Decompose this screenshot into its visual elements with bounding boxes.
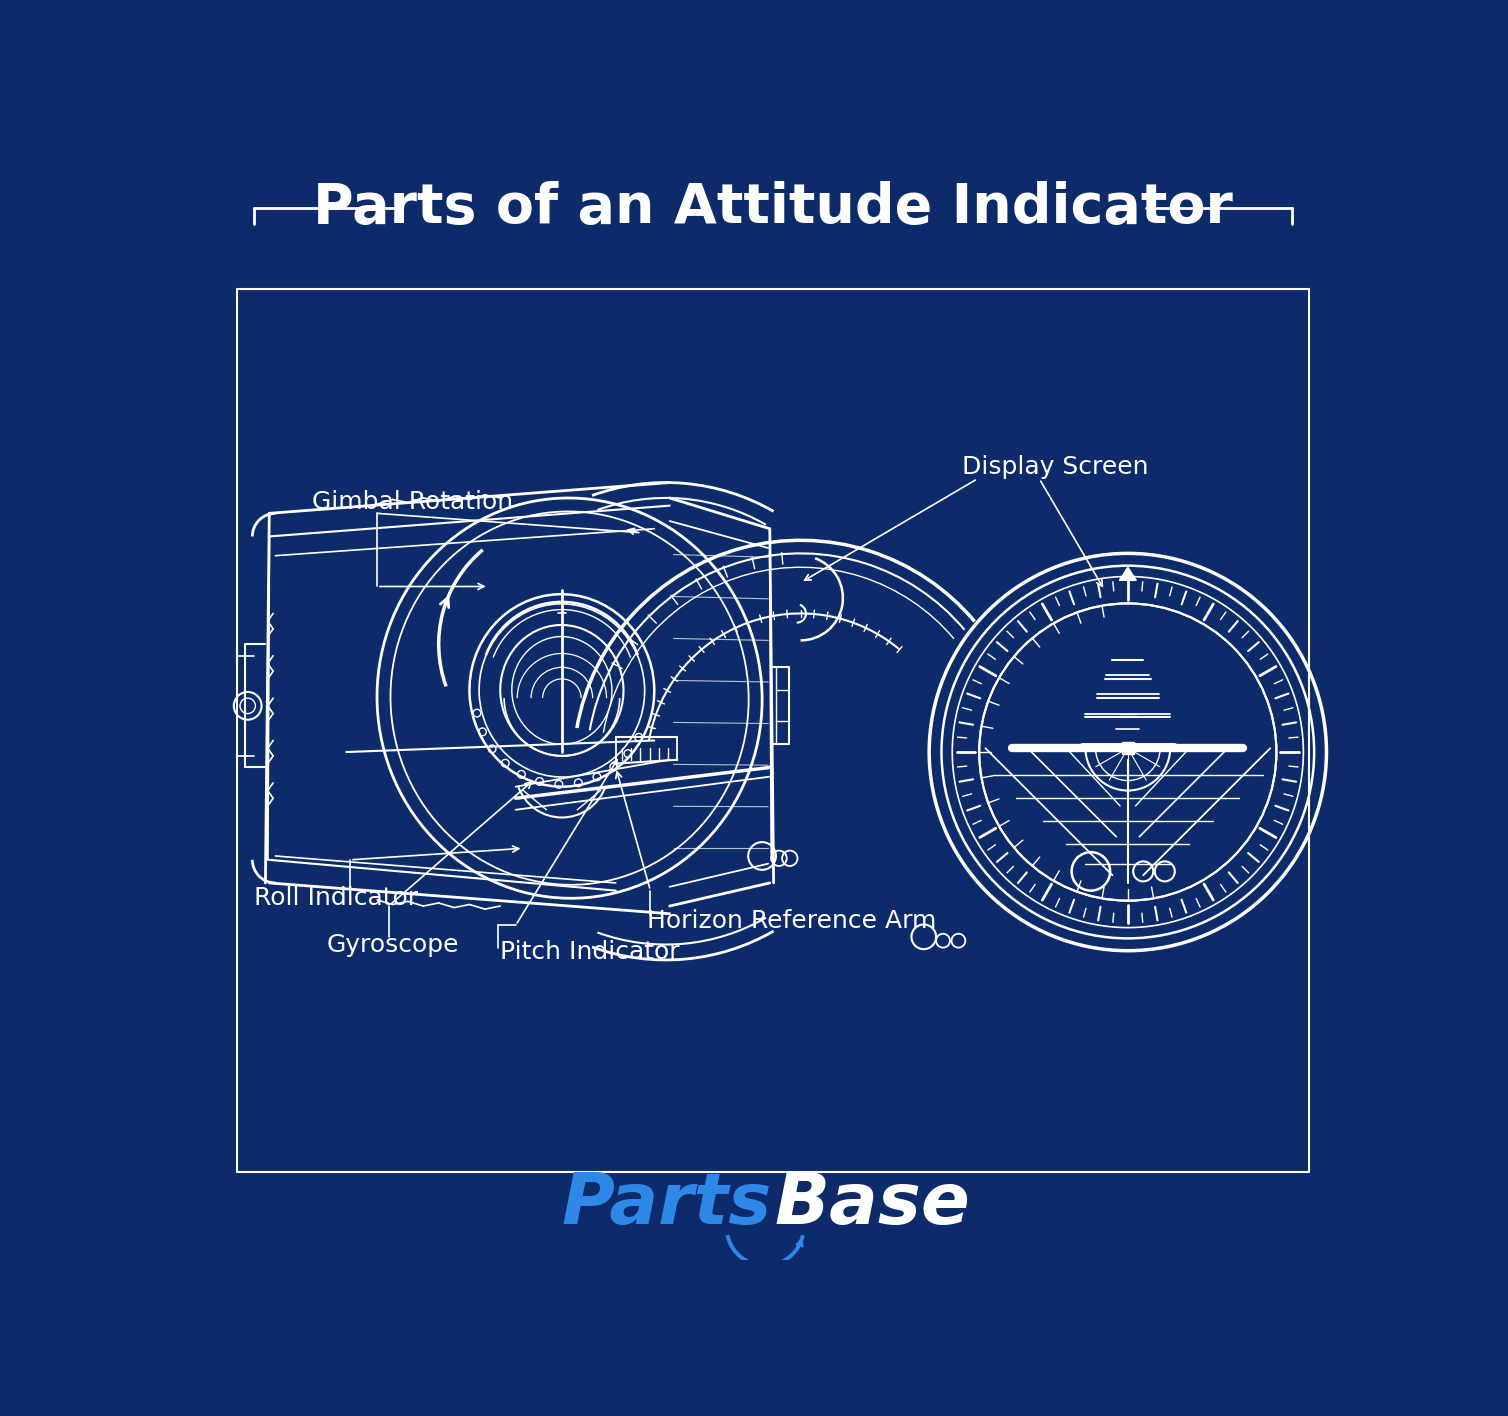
Text: Gyroscope: Gyroscope xyxy=(327,933,460,957)
Text: Base: Base xyxy=(775,1170,970,1239)
Text: Pitch Indicator: Pitch Indicator xyxy=(501,940,680,964)
Text: Display Screen: Display Screen xyxy=(962,455,1149,479)
Text: Horizon Reference Arm: Horizon Reference Arm xyxy=(647,909,936,933)
Text: Parts of an Attitude Indicator: Parts of an Attitude Indicator xyxy=(314,181,1232,235)
Bar xyxy=(237,289,1309,1171)
Circle shape xyxy=(979,603,1276,901)
Polygon shape xyxy=(1119,568,1137,581)
Bar xyxy=(1122,742,1134,755)
Text: Roll Indicator: Roll Indicator xyxy=(253,886,418,910)
Text: Parts: Parts xyxy=(561,1170,771,1239)
Text: Gimbal Rotation: Gimbal Rotation xyxy=(312,490,513,514)
